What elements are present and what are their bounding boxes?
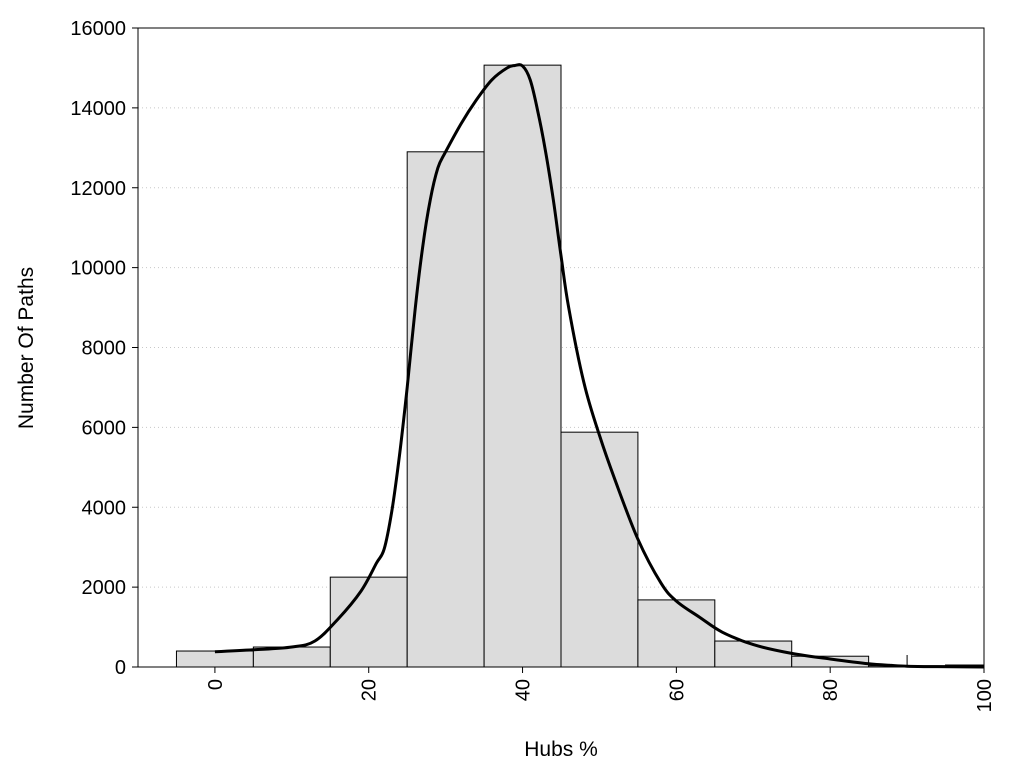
y-axis-title: Number Of Paths (15, 267, 38, 429)
x-axis-ticks: 0 20 40 60 80 100 (205, 667, 996, 712)
grid-lines (138, 107, 984, 588)
y-tick-label-6000: 6000 (82, 417, 127, 439)
histogram-bar-6 (637, 599, 716, 668)
histogram-bar-0 (175, 650, 254, 668)
histogram-bar-5 (560, 431, 639, 668)
y-tick-label-12000: 12000 (70, 178, 126, 200)
x-axis-title: Hubs % (524, 738, 598, 761)
y-tick-label-4000: 4000 (82, 497, 127, 519)
x-tick-label-60: 60 (666, 679, 688, 701)
x-tick-label-40: 40 (513, 679, 535, 701)
y-tick-label-8000: 8000 (82, 338, 127, 360)
y-tick-label-16000: 16000 (70, 18, 126, 40)
x-tick-label-0: 0 (205, 679, 227, 690)
y-axis-ticks: 0 2000 4000 6000 8000 10000 12000 14000 16000 (70, 18, 138, 679)
y-tick-label-2000: 2000 (82, 577, 127, 599)
density-curve-layer (214, 63, 985, 669)
histogram-bar-2 (329, 576, 408, 668)
x-tick-label-20: 20 (359, 679, 381, 701)
y-tick-label-0: 0 (115, 657, 126, 679)
density-curve (214, 63, 985, 669)
histogram-bar-4 (483, 64, 562, 668)
y-tick-label-10000: 10000 (70, 258, 126, 280)
histogram-bar-3 (406, 151, 485, 668)
x-tick-label-80: 80 (820, 679, 842, 701)
y-tick-label-14000: 14000 (70, 98, 126, 120)
x-tick-label-100: 100 (974, 679, 996, 712)
